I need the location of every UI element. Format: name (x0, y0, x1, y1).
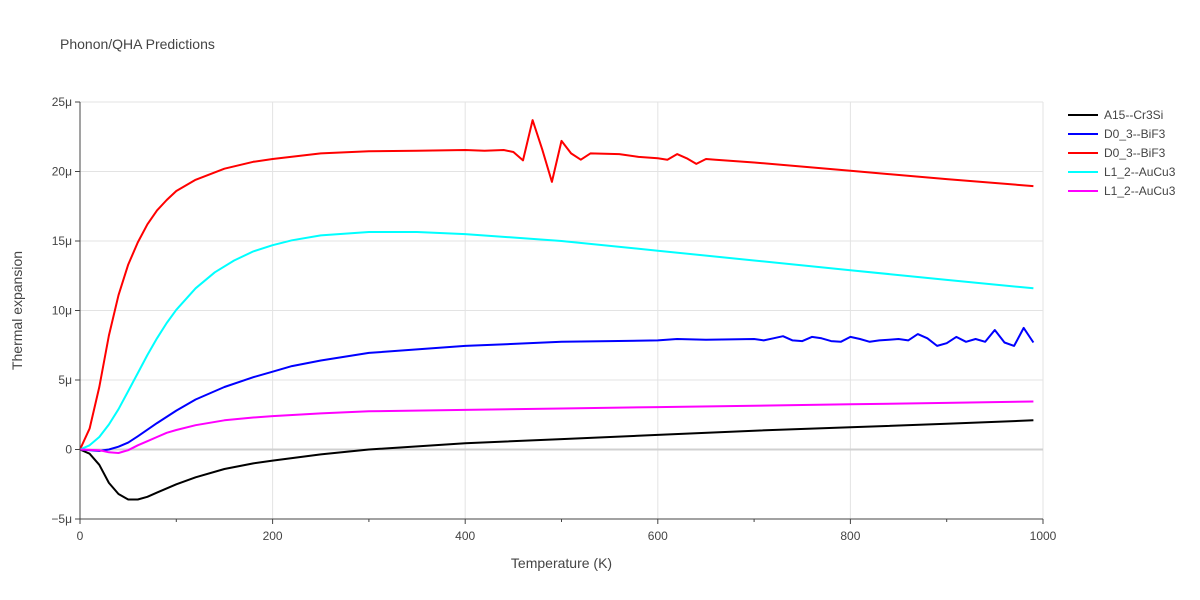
legend-swatch (1068, 151, 1098, 154)
legend-swatch (1068, 113, 1098, 116)
legend-swatch (1068, 189, 1098, 192)
y-axis-title: Thermal expansion (9, 251, 25, 370)
series-line-1 (79, 326, 1035, 452)
y-tick-label: 10μ (52, 304, 72, 318)
y-tick-label: 0 (65, 443, 72, 457)
x-tick-label: 800 (840, 529, 860, 543)
series-line-0 (79, 419, 1034, 501)
legend-swatch (1068, 170, 1098, 173)
x-tick-label: 1000 (1030, 529, 1057, 543)
legend-item[interactable]: D0_3--BiF3 (1068, 124, 1175, 143)
legend[interactable]: A15--Cr3Si D0_3--BiF3 D0_3--BiF3 L1_2--AuCu… (1068, 105, 1175, 200)
legend-label: L1_2--AuCu3 (1104, 183, 1176, 198)
legend-label: D0_3--BiF3 (1104, 126, 1166, 141)
legend-item[interactable]: L1_2--AuCu3 (1068, 162, 1175, 181)
legend-label: A15--Cr3Si (1104, 107, 1164, 122)
y-tick-label: 25μ (52, 95, 72, 109)
axis-layer: 0 200 400 600 800 1000 −5μ 0 5μ 10μ 15μ 20μ 25μ Tempe… (9, 95, 1057, 571)
series-layer (79, 119, 1035, 501)
y-tick-label: 20μ (52, 165, 72, 179)
x-tick-label: 0 (77, 529, 84, 543)
x-tick-label: 600 (648, 529, 668, 543)
x-tick-label: 200 (263, 529, 283, 543)
legend-item[interactable]: A15--Cr3Si (1068, 105, 1175, 124)
x-tick-label: 400 (455, 529, 475, 543)
legend-label: D0_3--BiF3 (1104, 145, 1166, 160)
series-line-4 (79, 400, 1034, 454)
legend-item[interactable]: L1_2--AuCu3 (1068, 181, 1175, 200)
series-line-2 (79, 119, 1034, 450)
legend-label: L1_2--AuCu3 (1104, 164, 1176, 179)
y-tick-label: 15μ (52, 234, 72, 248)
y-tick-label: 5μ (58, 373, 72, 387)
chart-title: Phonon/QHA Predictions (60, 36, 215, 52)
x-axis-title: Temperature (K) (511, 555, 612, 571)
legend-item[interactable]: D0_3--BiF3 (1068, 143, 1175, 162)
grid-layer (80, 101, 1044, 520)
legend-swatch (1068, 132, 1098, 135)
y-tick-label: −5μ (51, 512, 72, 526)
series-line-3 (79, 231, 1034, 451)
